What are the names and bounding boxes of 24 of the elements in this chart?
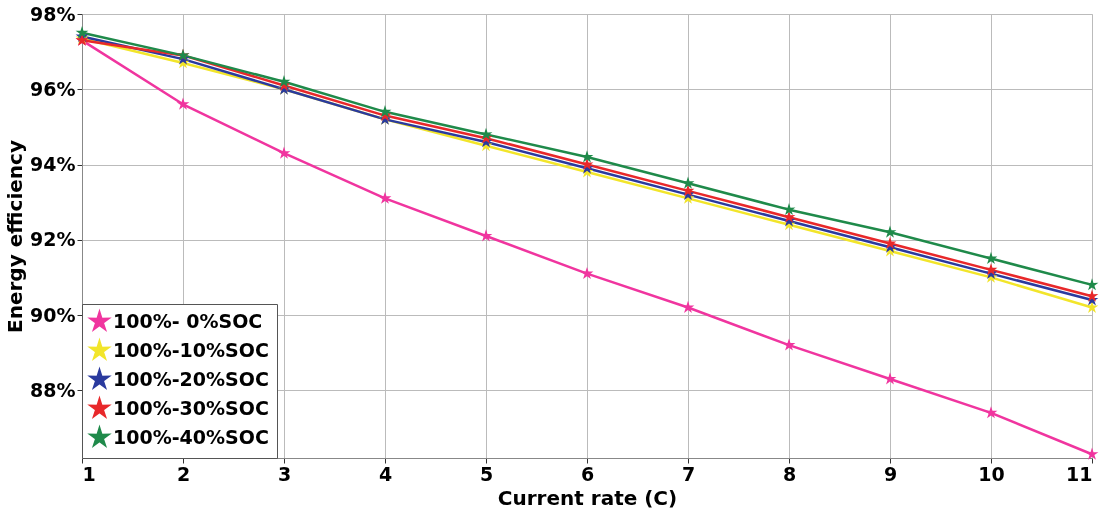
legend-label: 100%-20%SOC <box>113 367 269 390</box>
y-tick-label: 88% <box>30 378 76 401</box>
x-tick-label: 7 <box>681 462 696 485</box>
y-tick-label: 94% <box>30 153 76 176</box>
x-tick-label: 3 <box>277 462 292 485</box>
y-tick-label: 98% <box>30 2 76 25</box>
legend-label: 100%-10%SOC <box>113 338 269 361</box>
y-tick-label: 92% <box>30 228 76 251</box>
x-tick-label: 6 <box>580 462 595 485</box>
x-tick-label: 1 <box>82 462 96 485</box>
y-axis-title: Energy efficiency <box>3 140 28 333</box>
y-tick-label: 96% <box>30 77 76 100</box>
x-tick-label: 5 <box>479 462 494 485</box>
x-tick-label: 9 <box>883 462 898 485</box>
x-tick-label: 10 <box>978 462 1005 485</box>
legend-label: 100%- 0%SOC <box>113 309 263 332</box>
x-tick-label: 11 <box>1066 462 1093 485</box>
x-tick-label: 4 <box>378 462 393 485</box>
x-axis-title: Current rate (C) <box>497 485 678 510</box>
legend-label: 100%-30%SOC <box>113 396 269 419</box>
y-tick-label: 90% <box>30 303 76 326</box>
x-tick-label: 2 <box>176 462 191 485</box>
legend-label: 100%-40%SOC <box>113 425 269 448</box>
x-tick-label: 8 <box>782 462 797 485</box>
